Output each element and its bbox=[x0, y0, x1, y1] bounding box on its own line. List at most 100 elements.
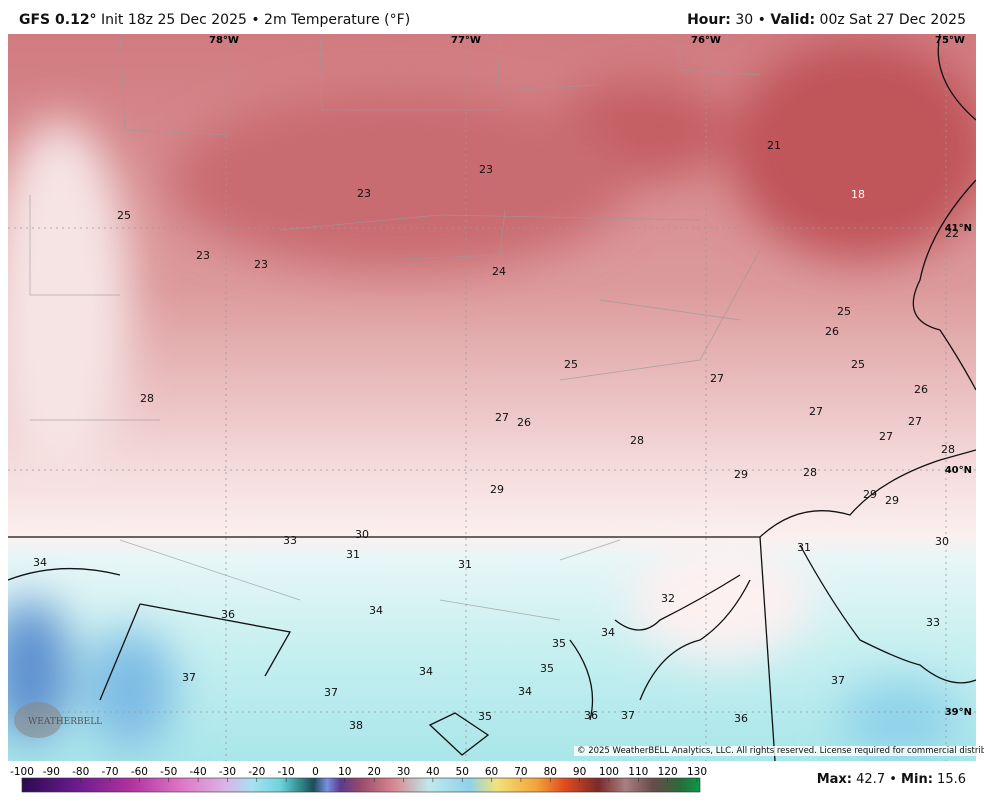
temperature-label: 29 bbox=[863, 488, 877, 501]
temperature-label: 28 bbox=[630, 434, 644, 447]
colorbar-tick-label: -50 bbox=[160, 766, 177, 778]
temperature-label: 26 bbox=[914, 383, 928, 396]
temperature-label: 30 bbox=[355, 528, 369, 541]
lat-label: 39°N bbox=[945, 707, 972, 718]
max: 42.7 bbox=[856, 772, 886, 787]
temperature-label: 32 bbox=[661, 592, 675, 605]
colorbar-tick-label: 10 bbox=[338, 766, 351, 778]
temperature-label: 27 bbox=[908, 415, 922, 428]
colorbar-tick-label: -100 bbox=[10, 766, 34, 778]
stats: Max: 42.7 • Min: 15.6 bbox=[817, 772, 966, 787]
colorbar-tick-label: -40 bbox=[190, 766, 207, 778]
temperature-label: 23 bbox=[479, 163, 493, 176]
temperature-label: 36 bbox=[221, 608, 235, 621]
colorbar-tick-label: 100 bbox=[599, 766, 619, 778]
colorbar-tick-label: 30 bbox=[397, 766, 410, 778]
max-label: Max: bbox=[816, 772, 852, 787]
header-right: Hour: 30 • Valid: 00z Sat 27 Dec 2025 bbox=[687, 12, 966, 28]
temperature-label: 26 bbox=[517, 416, 531, 429]
colorbar-tick-label: 120 bbox=[658, 766, 678, 778]
min-label: Min: bbox=[901, 772, 933, 787]
svg-text:WEATHERBELL: WEATHERBELL bbox=[28, 717, 102, 727]
colorbar-tick-label: 110 bbox=[628, 766, 648, 778]
temperature-label: 37 bbox=[621, 709, 635, 722]
temperature-label: 23 bbox=[196, 249, 210, 262]
temperature-label: 24 bbox=[492, 265, 506, 278]
temperature-label: 23 bbox=[357, 187, 371, 200]
temperature-label: 28 bbox=[941, 443, 955, 456]
colorbar-tick-label: -30 bbox=[219, 766, 236, 778]
temperature-label: 31 bbox=[346, 548, 360, 561]
temperature-label: 33 bbox=[283, 534, 297, 547]
temperature-label: 34 bbox=[369, 604, 383, 617]
temperature-label: 31 bbox=[458, 558, 472, 571]
temperature-label: 25 bbox=[837, 305, 851, 318]
temperature-label: 34 bbox=[518, 685, 532, 698]
temperature-label: 36 bbox=[584, 709, 598, 722]
temperature-label: 35 bbox=[552, 637, 566, 650]
temperature-label: 37 bbox=[831, 674, 845, 687]
temperature-label: 18 bbox=[851, 188, 865, 201]
colorbar-tick-label: -70 bbox=[101, 766, 118, 778]
temperature-label: 37 bbox=[182, 671, 196, 684]
temperature-label: 34 bbox=[601, 626, 615, 639]
subtitle: Init 18z 25 Dec 2025 • 2m Temperature (°… bbox=[101, 12, 411, 28]
temperature-label: 25 bbox=[117, 209, 131, 222]
lat-label: 40°N bbox=[945, 465, 972, 476]
temperature-label: 29 bbox=[734, 468, 748, 481]
temperature-label: 29 bbox=[885, 494, 899, 507]
temperature-label: 26 bbox=[825, 325, 839, 338]
hour-label: Hour: bbox=[687, 12, 731, 28]
min: 15.6 bbox=[937, 772, 966, 787]
colorbar-tick-label: 90 bbox=[573, 766, 586, 778]
colorbar-tick-label: 40 bbox=[426, 766, 439, 778]
temperature-label: 34 bbox=[419, 665, 433, 678]
colorbar-tick-label: 0 bbox=[312, 766, 319, 778]
lon-label: 76°W bbox=[691, 35, 721, 46]
colorbar-tick-label: 20 bbox=[367, 766, 380, 778]
colorbar-tick-label: -80 bbox=[72, 766, 89, 778]
colorbar-tick-label: -60 bbox=[131, 766, 148, 778]
temperature-label: 21 bbox=[767, 139, 781, 152]
lon-label: 77°W bbox=[451, 35, 481, 46]
temperature-label: 27 bbox=[710, 372, 724, 385]
model: GFS 0.12° bbox=[19, 12, 97, 28]
separator: • bbox=[757, 12, 766, 28]
temperature-label: 23 bbox=[254, 258, 268, 271]
hour: 30 bbox=[735, 12, 754, 28]
temperature-label: 25 bbox=[851, 358, 865, 371]
valid: 00z Sat 27 Dec 2025 bbox=[819, 12, 966, 28]
lat-label: 41°N bbox=[945, 223, 972, 234]
temperature-label: 37 bbox=[324, 686, 338, 699]
temperature-label: 31 bbox=[797, 541, 811, 554]
map: WEATHERBELL 78°W 77°W 76°W 75°W 41°N 40°N 39°N… bbox=[8, 34, 976, 761]
separator: • bbox=[889, 772, 897, 787]
colorbar-tick-label: -10 bbox=[278, 766, 295, 778]
temperature-label: 30 bbox=[935, 535, 949, 548]
lon-label: 75°W bbox=[935, 35, 965, 46]
colorbar-tick-label: 80 bbox=[544, 766, 557, 778]
temperature-label: 35 bbox=[540, 662, 554, 675]
header-left: GFS 0.12° Init 18z 25 Dec 2025 • 2m Temp… bbox=[19, 12, 410, 28]
temperature-label: 27 bbox=[495, 411, 509, 424]
colorbar-tick-label: 50 bbox=[456, 766, 469, 778]
temperature-label: 38 bbox=[349, 719, 363, 732]
valid-label: Valid: bbox=[770, 12, 816, 28]
colorbar: -100 -90 -80 -70 -60 -50 -40 -30 -20 -10 0 10 20 30 40… bbox=[10, 766, 707, 793]
colorbar-tick-label: 70 bbox=[514, 766, 527, 778]
temperature-label: 33 bbox=[926, 616, 940, 629]
logo: WEATHERBELL bbox=[14, 702, 102, 738]
copyright: © 2025 WeatherBELL Analytics, LLC. All r… bbox=[574, 746, 984, 756]
temperature-label: 36 bbox=[734, 712, 748, 725]
colorbar-tick-label: 60 bbox=[485, 766, 498, 778]
colorbar-tick-label: -90 bbox=[43, 766, 60, 778]
colorbar-tick-label: 130 bbox=[687, 766, 707, 778]
temperature-label: 35 bbox=[478, 710, 492, 723]
temperature-label: 22 bbox=[945, 227, 959, 240]
temperature-label: 27 bbox=[809, 405, 823, 418]
temperature-label: 28 bbox=[803, 466, 817, 479]
temperature-label: 27 bbox=[879, 430, 893, 443]
lon-label: 78°W bbox=[209, 35, 239, 46]
temperature-label: 29 bbox=[490, 483, 504, 496]
